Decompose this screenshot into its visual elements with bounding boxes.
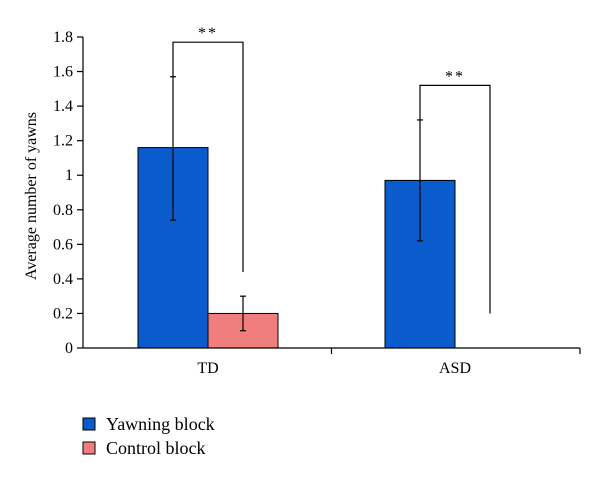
y-tick-label: 1.8 (53, 29, 73, 46)
significance-bracket: ** (419, 68, 491, 314)
legend-swatch (82, 441, 96, 455)
x-tick-label: ASD (439, 360, 471, 377)
y-tick-label: 1.4 (53, 98, 73, 115)
legend-item: Control block (82, 438, 206, 458)
x-tick-label: TD (197, 360, 218, 377)
significance-bracket: ** (172, 25, 244, 272)
bars (137, 147, 456, 349)
significance-label: ** (198, 25, 218, 42)
legend-label: Yawning block (106, 414, 215, 434)
legend-item: Yawning block (82, 414, 215, 434)
error-bar (240, 295, 246, 332)
y-tick-label: 1.2 (53, 133, 73, 150)
significance-label: ** (445, 68, 465, 85)
y-tick-label: 0.8 (53, 202, 73, 219)
bracket-line (172, 41, 244, 272)
legend: Yawning block Control block (82, 414, 215, 458)
significance-brackets: ** ** (172, 25, 491, 314)
y-tick-label: 0 (65, 340, 73, 357)
y-axis-label: Average number of yawns (23, 112, 40, 280)
legend-swatch (82, 417, 96, 431)
y-tick-label: 0.2 (53, 305, 73, 322)
y-tick-label: 0.6 (53, 236, 73, 253)
y-tick-label: 1.6 (53, 64, 73, 81)
y-tick-label: 0.4 (53, 271, 73, 288)
x-axis-ticks: TD ASD (197, 348, 581, 377)
y-axis-ticks: 0 0.2 0.4 0.6 0.8 1 1.2 1.4 1.6 1.8 (53, 29, 83, 357)
y-tick-label: 1 (65, 167, 73, 184)
bracket-line (419, 84, 491, 314)
legend-label: Control block (106, 438, 206, 458)
